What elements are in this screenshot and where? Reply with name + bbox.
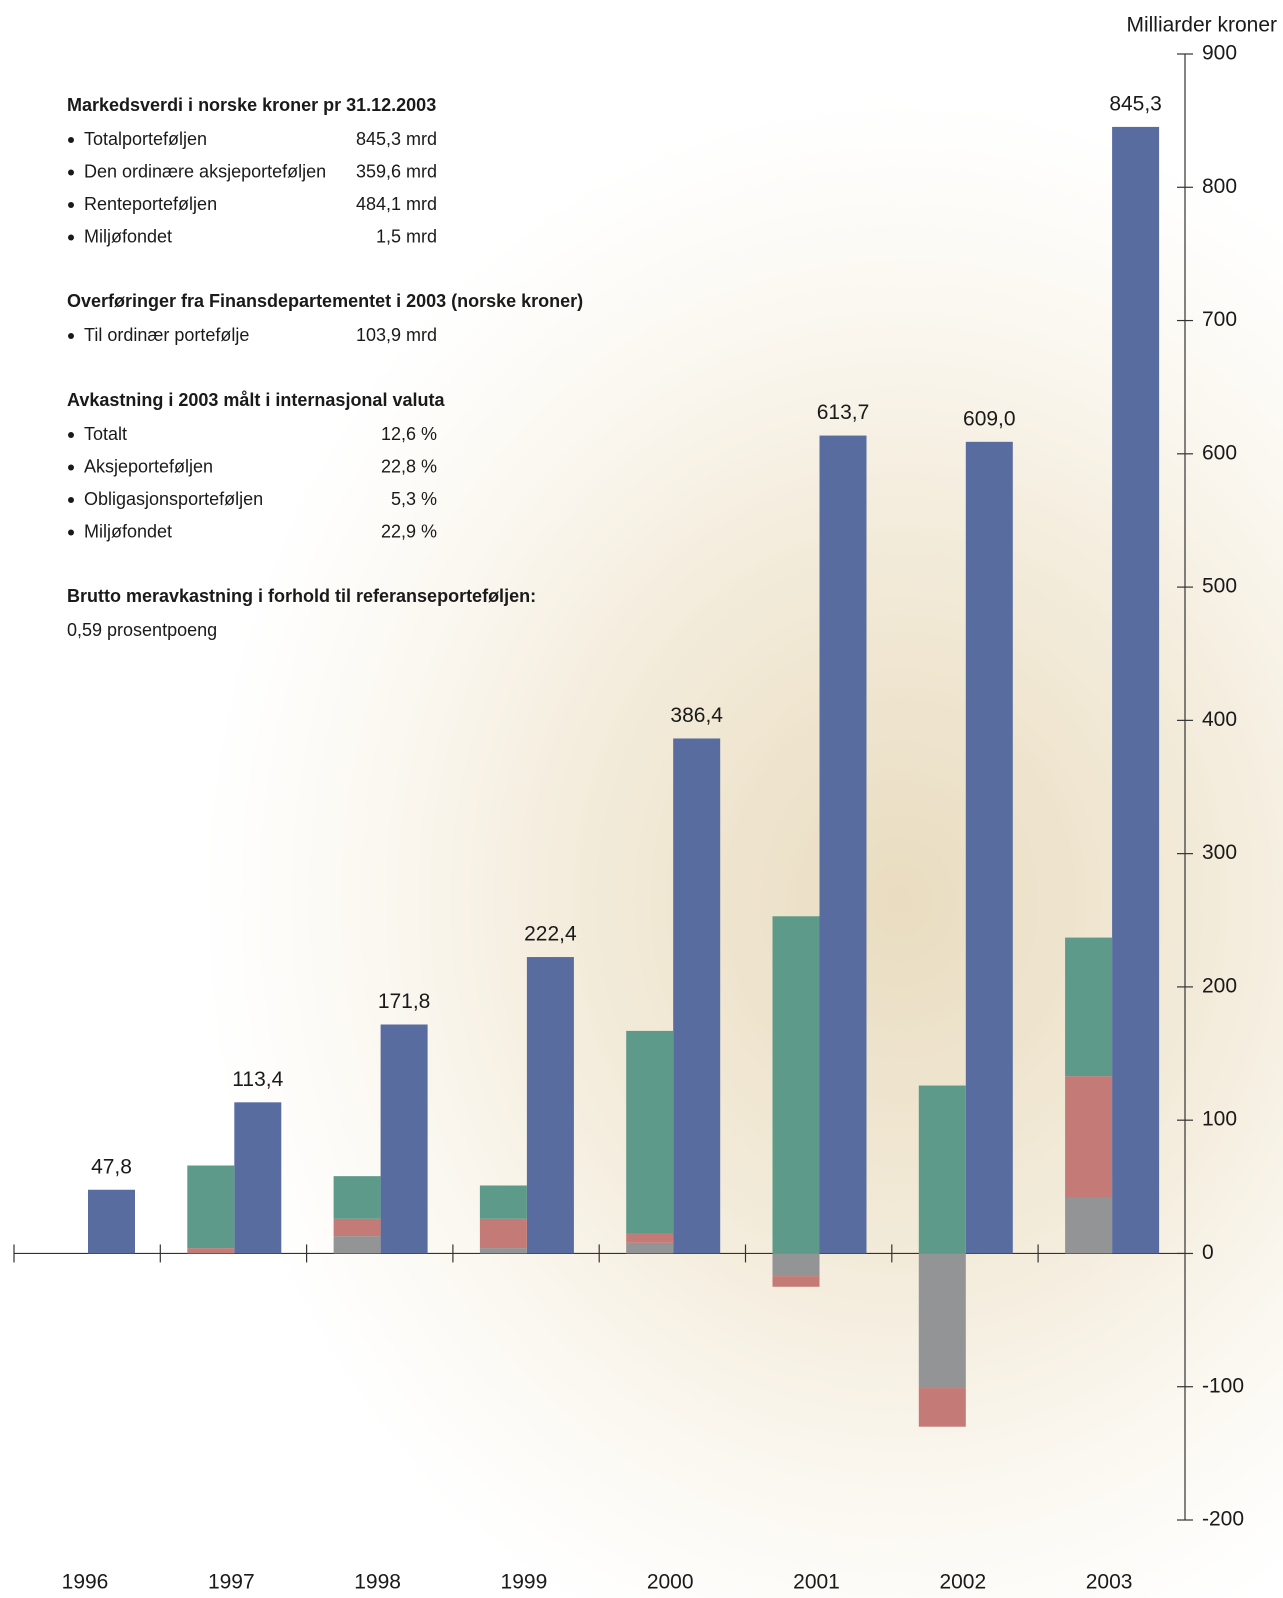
bullet	[68, 465, 74, 471]
stacked-bar-segment	[187, 1248, 234, 1253]
total-bar	[381, 1024, 428, 1253]
item-label: Aksjeporteføljen	[84, 456, 213, 476]
stacked-bar-segment	[626, 1031, 673, 1234]
y-tick-label: 400	[1202, 708, 1237, 731]
y-tick-label: 200	[1202, 974, 1237, 997]
x-tick-label: 1998	[354, 1571, 401, 1594]
y-tick-label: 900	[1202, 42, 1237, 65]
stacked-bar-segment	[480, 1219, 527, 1248]
y-tick-label: 300	[1202, 841, 1237, 864]
y-tick-label: -100	[1202, 1374, 1244, 1397]
stacked-bar-segment	[626, 1243, 673, 1254]
y-tick-label: -200	[1202, 1508, 1244, 1531]
item-value: 845,3 mrd	[356, 129, 437, 149]
stacked-bar-segment	[334, 1219, 381, 1236]
stacked-bar-segment	[773, 916, 820, 1253]
stacked-bar-segment	[919, 1086, 966, 1254]
item-value: 359,6 mrd	[356, 161, 437, 181]
x-tick-label: 1997	[208, 1571, 255, 1594]
stacked-bar-segment	[773, 1276, 820, 1287]
total-bar	[1112, 127, 1159, 1254]
value-label: 609,0	[963, 407, 1016, 430]
stacked-bar-segment	[1065, 1197, 1112, 1253]
item-label: Til ordinær portefølje	[84, 325, 249, 345]
item-label: Miljøfondet	[84, 521, 172, 541]
bullet	[68, 202, 74, 208]
stacked-bar-segment	[1065, 1076, 1112, 1197]
bullet	[68, 235, 74, 241]
bullet	[68, 170, 74, 176]
chart: Milliarder kroner Markedsverdi i norske …	[0, 0, 1283, 1598]
x-tick-label: 1996	[62, 1571, 109, 1594]
stacked-bar-segment	[480, 1248, 527, 1253]
item-value: 5,3 %	[391, 489, 437, 509]
stacked-bar-segment	[773, 1253, 820, 1276]
item-label: Miljøfondet	[84, 226, 172, 246]
x-tick-label: 2003	[1086, 1571, 1133, 1594]
stacked-bar-segment	[480, 1185, 527, 1218]
total-bar	[88, 1190, 135, 1254]
item-label: Totalt	[84, 424, 127, 444]
x-tick-label: 2001	[793, 1571, 840, 1594]
item-value: 12,6 %	[381, 424, 437, 444]
bullet	[68, 497, 74, 503]
y-tick-label: 500	[1202, 575, 1237, 598]
total-bar	[527, 957, 574, 1253]
section-heading: Overføringer fra Finansdepartementet i 2…	[67, 291, 583, 311]
x-tick-label: 1999	[501, 1571, 548, 1594]
item-value: 103,9 mrd	[356, 325, 437, 345]
total-bar	[673, 738, 720, 1253]
item-value: 1,5 mrd	[376, 226, 437, 246]
section-heading: Brutto meravkastning i forhold til refer…	[67, 586, 536, 606]
value-label: 222,4	[524, 923, 577, 946]
section-heading: Markedsverdi i norske kroner pr 31.12.20…	[67, 95, 436, 115]
section-heading: Avkastning i 2003 målt i internasjonal v…	[67, 390, 445, 410]
bullet	[68, 432, 74, 438]
value-label: 845,3	[1109, 92, 1162, 115]
value-label: 47,8	[91, 1155, 132, 1178]
y-tick-label: 800	[1202, 175, 1237, 198]
stacked-bar-segment	[919, 1253, 966, 1388]
x-tick-label: 2000	[647, 1571, 694, 1594]
section-text: 0,59 prosentpoeng	[67, 620, 217, 640]
value-label: 613,7	[817, 401, 870, 424]
stacked-bar-segment	[919, 1388, 966, 1427]
stacked-bar-segment	[334, 1236, 381, 1253]
stacked-bar-segment	[626, 1233, 673, 1242]
bullet	[68, 333, 74, 339]
y-tick-label: 700	[1202, 308, 1237, 331]
stacked-bar-segment	[334, 1176, 381, 1219]
bullet	[68, 530, 74, 536]
item-value: 22,8 %	[381, 456, 437, 476]
item-label: Den ordinære aksjeporteføljen	[84, 161, 326, 181]
x-tick-label: 2002	[939, 1571, 986, 1594]
y-tick-label: 100	[1202, 1108, 1237, 1131]
total-bar	[820, 436, 867, 1254]
item-label: Totalporteføljen	[84, 129, 207, 149]
value-label: 386,4	[670, 704, 723, 727]
total-bar	[966, 442, 1013, 1254]
item-value: 22,9 %	[381, 521, 437, 541]
value-label: 171,8	[378, 990, 431, 1013]
bullet	[68, 137, 74, 143]
item-label: Obligasjonsporteføljen	[84, 489, 263, 509]
value-label: 113,4	[232, 1068, 283, 1091]
stacked-bar-segment	[1065, 938, 1112, 1077]
total-bar	[234, 1102, 281, 1253]
y-tick-label: 600	[1202, 441, 1237, 464]
item-value: 484,1 mrd	[356, 194, 437, 214]
y-axis-title: Milliarder kroner	[1126, 14, 1277, 37]
stacked-bar-segment	[187, 1165, 234, 1248]
item-label: Renteporteføljen	[84, 194, 217, 214]
y-tick-label: 0	[1202, 1241, 1214, 1264]
